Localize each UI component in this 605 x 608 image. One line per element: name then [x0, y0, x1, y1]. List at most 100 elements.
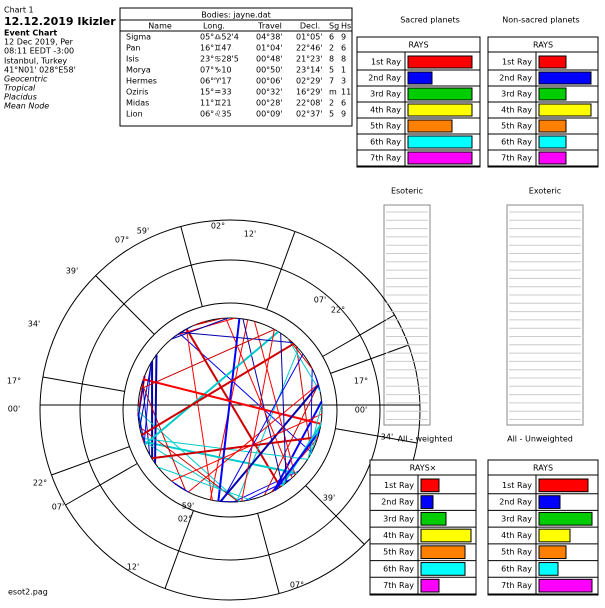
bar: [421, 512, 446, 525]
column-header: Long.: [203, 22, 225, 31]
cell: 3: [341, 77, 346, 86]
list-title: Exoteric: [529, 187, 561, 196]
ray-label: 2nd Ray: [499, 74, 532, 83]
cell: Midas: [126, 99, 149, 108]
bar: [539, 72, 591, 84]
cell: 7: [329, 77, 334, 86]
bar: [539, 563, 558, 576]
bar: [408, 120, 452, 132]
bar: [421, 579, 439, 592]
cell: 9: [341, 33, 346, 42]
cell: 5: [329, 110, 334, 119]
cell: 15°♒33: [200, 88, 232, 97]
cell: Isis: [126, 55, 139, 64]
cusp-label: 00': [355, 406, 367, 415]
setting: Mean Node: [4, 102, 49, 111]
ray-label: 6th Ray: [383, 564, 414, 573]
footer: esot2.pag: [8, 588, 48, 597]
cusp-label: 22°: [331, 306, 345, 315]
ray-label: 5th Ray: [501, 122, 532, 131]
bar: [539, 546, 566, 559]
cusp-label: 07': [52, 503, 64, 512]
cell: 07°♑10: [200, 66, 232, 75]
ray-label: 5th Ray: [370, 122, 401, 131]
column-header: Decl.: [300, 22, 320, 31]
cell: 01°04': [256, 44, 283, 53]
cusp-label: 12': [244, 230, 256, 239]
cusp-label: 07': [314, 296, 326, 305]
cusp-label: 00': [8, 405, 20, 414]
cell: 21°23': [296, 55, 323, 64]
cell: 8: [329, 55, 334, 64]
ray-label: 1st Ray: [371, 58, 401, 67]
bar: [408, 88, 472, 100]
cell: 1: [341, 66, 346, 75]
bar: [539, 529, 570, 542]
rays-title: RAYS: [533, 464, 553, 473]
cell: 16°29': [296, 88, 323, 97]
bar: [408, 56, 472, 68]
date: 12 Dec 2019, Per: [4, 38, 74, 47]
ray-label: 2nd Ray: [368, 74, 401, 83]
cusp-label: 34': [381, 433, 393, 442]
ray-label: 5th Ray: [383, 548, 414, 557]
cell: 04°38': [256, 33, 283, 42]
cusp-label: 07°: [115, 236, 129, 245]
cell: 00°28': [256, 99, 283, 108]
bar: [539, 479, 588, 492]
setting: Tropical: [4, 84, 36, 93]
cell: Hermes: [126, 77, 157, 86]
rays-title: RAYS: [408, 41, 428, 50]
bar: [421, 563, 465, 576]
cell: 00°32': [256, 88, 283, 97]
place: Istanbul, Turkey: [4, 57, 67, 66]
cell: 2: [329, 44, 334, 53]
bar: [539, 152, 566, 164]
table-title: Bodies: jayne.dat: [201, 11, 271, 20]
cusp-label: 17°: [354, 377, 368, 386]
bar: [408, 104, 472, 116]
cell: 8: [341, 55, 346, 64]
chart-caption: All - Unweighted: [507, 435, 573, 444]
cell: 16°♊47: [200, 44, 232, 53]
bar: [421, 546, 465, 559]
cusp-label: 39': [66, 267, 78, 276]
ray-label: 4th Ray: [383, 531, 414, 540]
rays-title: RAYS: [533, 41, 553, 50]
cell: 11°♊21: [200, 99, 232, 108]
cell: 5: [329, 66, 334, 75]
bar: [408, 152, 472, 164]
cell: 02°29': [296, 77, 323, 86]
bar: [421, 479, 439, 492]
setting: Placidus: [4, 93, 37, 102]
ray-label: 1st Ray: [384, 481, 414, 490]
cell: Pan: [126, 44, 140, 53]
cell: 22°08': [296, 99, 323, 108]
cell: Morya: [126, 66, 151, 75]
ray-label: 4th Ray: [501, 531, 532, 540]
cusp-label: 59': [182, 502, 194, 511]
ray-label: 4th Ray: [501, 106, 532, 115]
cell: 23°14': [296, 66, 323, 75]
bar: [539, 56, 566, 68]
bar: [421, 529, 471, 542]
cusp-label: 02°: [211, 222, 225, 231]
cell: Lion: [126, 110, 143, 119]
bar: [539, 512, 592, 525]
ray-label: 2nd Ray: [499, 498, 532, 507]
chart-caption: Non-sacred planets: [502, 16, 579, 25]
exoteric-list: [507, 205, 583, 425]
bar: [539, 579, 592, 592]
cell: 05°♎52'4: [200, 33, 239, 42]
cusp-label: 17°: [7, 377, 21, 386]
cell: 00°48': [256, 55, 283, 64]
chart-title: 12.12.2019 Ikizler B: [4, 15, 128, 28]
cusp-label: 39': [323, 494, 335, 503]
ray-label: 6th Ray: [501, 564, 532, 573]
cell: 6: [341, 44, 346, 53]
ray-label: 7th Ray: [370, 154, 401, 163]
coords: 41°N01' 028°E58': [4, 66, 76, 75]
setting: Geocentric: [4, 75, 48, 84]
bar: [539, 136, 566, 148]
ray-label: 4th Ray: [370, 106, 401, 115]
